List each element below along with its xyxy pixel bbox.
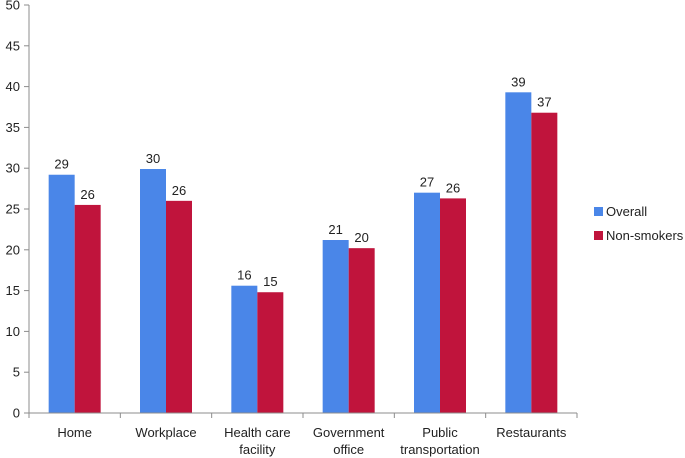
x-category-label: Workplace <box>135 425 196 440</box>
data-label: 21 <box>328 222 342 237</box>
data-label: 37 <box>537 95 551 110</box>
data-label: 26 <box>80 187 94 202</box>
y-tick-label: 0 <box>13 406 20 421</box>
y-tick-label: 10 <box>6 324 20 339</box>
x-category-label: Government office <box>313 425 385 457</box>
data-label: 26 <box>172 183 186 198</box>
y-tick-label: 30 <box>6 161 20 176</box>
legend-swatch <box>594 207 603 216</box>
data-label: 29 <box>54 157 68 172</box>
legend-label: Overall <box>606 204 647 219</box>
y-tick-label: 25 <box>6 202 20 217</box>
legend: Overall Non-smokers <box>594 204 684 243</box>
legend-swatch <box>594 231 603 240</box>
bar-overall <box>414 192 440 413</box>
bar-non-smokers <box>348 248 375 413</box>
data-label: 26 <box>446 180 460 195</box>
bar-overall <box>505 92 532 413</box>
bar-overall <box>48 174 75 413</box>
x-axis-labels: Home Workplace Health care facility Governme… <box>28 413 578 457</box>
bar-non-smokers <box>531 112 558 413</box>
y-tick-label: 20 <box>6 242 20 257</box>
bar-overall <box>231 285 258 413</box>
data-label: 16 <box>237 268 251 283</box>
bar-overall <box>140 169 166 413</box>
legend-label: Non-smokers <box>606 228 684 243</box>
y-tick-label: 35 <box>6 120 20 135</box>
x-category-label: Public transportation <box>400 425 480 457</box>
y-tick-label: 50 <box>6 0 20 13</box>
x-category-label: Restaurants <box>496 425 567 440</box>
data-label: 20 <box>354 230 368 245</box>
data-label: 15 <box>263 274 277 289</box>
data-labels: 29 26 30 26 16 15 21 20 27 26 39 37 <box>54 74 551 289</box>
bar-non-smokers <box>74 204 101 413</box>
x-category-label: Home <box>57 425 92 440</box>
y-axis-ticks: 0 5 10 15 20 25 30 35 40 45 50 <box>6 0 29 421</box>
y-tick-label: 40 <box>6 79 20 94</box>
data-label: 27 <box>420 175 434 190</box>
y-tick-label: 5 <box>13 365 20 380</box>
y-tick-label: 45 <box>6 38 20 53</box>
bar-non-smokers <box>257 292 284 413</box>
data-label: 30 <box>146 151 160 166</box>
data-label: 39 <box>511 74 525 89</box>
y-tick-label: 15 <box>6 283 20 298</box>
bar-non-smokers <box>166 200 192 413</box>
bar-non-smokers <box>440 198 466 413</box>
x-category-label: Health care facility <box>224 425 290 457</box>
bars <box>48 92 558 413</box>
bar-overall <box>322 240 349 413</box>
